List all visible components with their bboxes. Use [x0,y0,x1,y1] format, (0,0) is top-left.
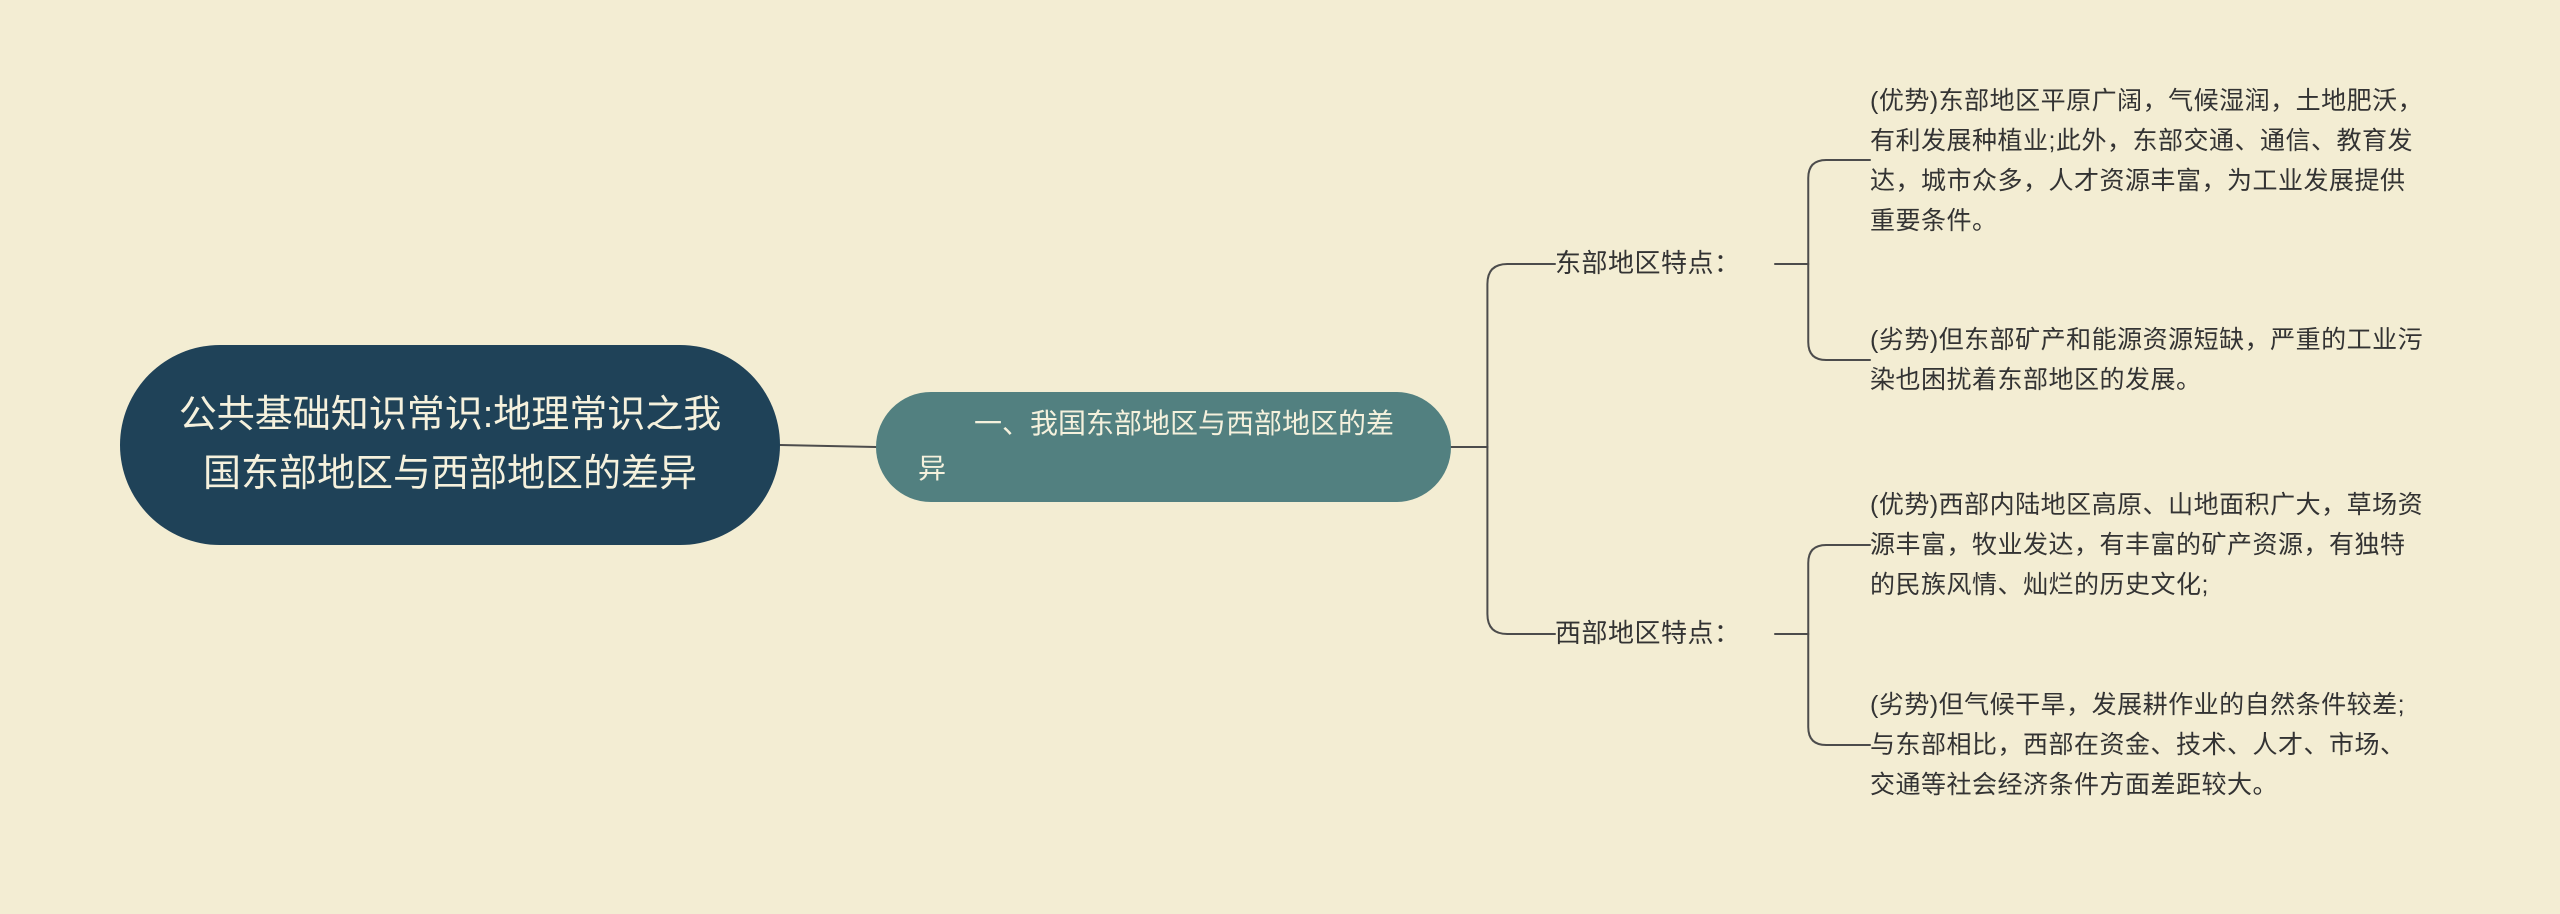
level3-node: (优势)东部地区平原广阔，气候湿润，土地肥沃，有利发展种植业;此外，东部交通、通… [1870,78,2430,243]
level3-node-label: (劣势)但东部矿产和能源资源短缺，严重的工业污染也困扰着东部地区的发展。 [1870,320,2430,400]
level2-node-label: 东部地区特点： [1555,243,1741,285]
level1-node-label: 一、我国东部地区与西部地区的差异 [918,402,1409,492]
level2-node-west: 西部地区特点： [1555,614,1775,654]
level3-node-label: (优势)西部内陆地区高原、山地面积广大，草场资源丰富，牧业发达，有丰富的矿产资源… [1870,485,2430,605]
mindmap-canvas: 公共基础知识常识:地理常识之我国东部地区与西部地区的差异 一、我国东部地区与西部… [0,0,2560,914]
level3-node: (优势)西部内陆地区高原、山地面积广大，草场资源丰富，牧业发达，有丰富的矿产资源… [1870,480,2430,610]
level3-node: (劣势)但东部矿产和能源资源短缺，严重的工业污染也困扰着东部地区的发展。 [1870,320,2430,400]
root-node-label: 公共基础知识常识:地理常识之我国东部地区与西部地区的差异 [168,386,732,504]
level3-node-label: (优势)东部地区平原广阔，气候湿润，土地肥沃，有利发展种植业;此外，东部交通、通… [1870,81,2430,241]
level2-node-east: 东部地区特点： [1555,244,1775,284]
root-node: 公共基础知识常识:地理常识之我国东部地区与西部地区的差异 [120,345,780,545]
level1-node: 一、我国东部地区与西部地区的差异 [876,392,1451,502]
level2-node-label: 西部地区特点： [1555,613,1741,655]
level3-node: (劣势)但气候干旱，发展耕作业的自然条件较差;与东部相比，西部在资金、技术、人才… [1870,680,2430,810]
level3-node-label: (劣势)但气候干旱，发展耕作业的自然条件较差;与东部相比，西部在资金、技术、人才… [1870,685,2430,805]
